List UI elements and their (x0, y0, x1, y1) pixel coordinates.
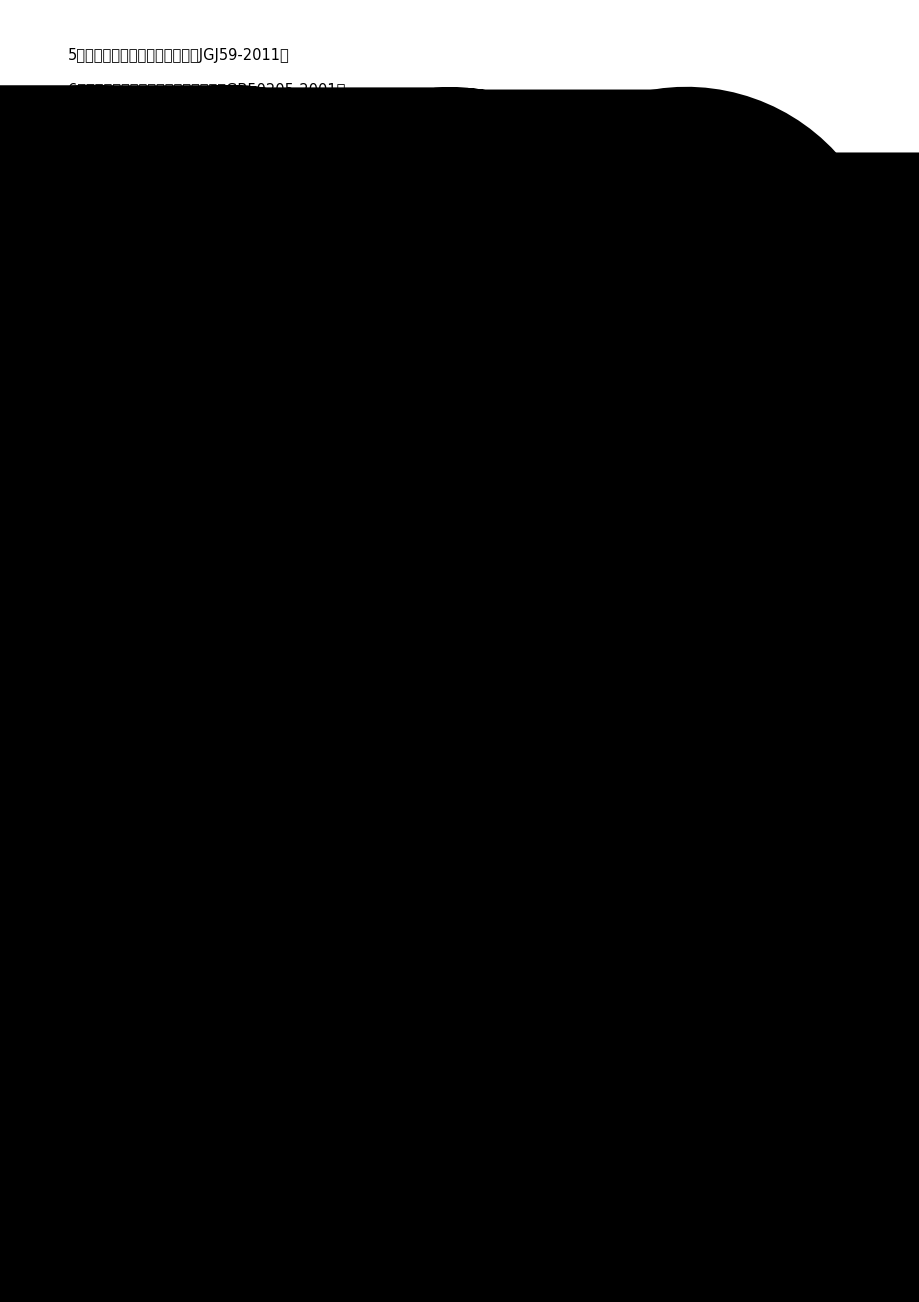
Text: 不
同
意: 不 同 意 (220, 805, 228, 848)
Text: 监  理: 监 理 (357, 953, 383, 969)
Text: 市安监站: 市安监站 (598, 1029, 633, 1043)
Bar (108, 355, 198, 393)
Text: （2）存在不安全因素、事故苗子、违规与不文明施工现象的处理程序: （2）存在不安全因素、事故苗子、违规与不文明施工现象的处理程序 (60, 445, 332, 460)
Text: 现场踏勘: 现场踏勘 (587, 491, 622, 506)
Bar (95, 478, 191, 519)
Text: 不同意: 不同意 (262, 215, 286, 228)
Text: 下
达
工
程
暂
停
令: 下 达 工 程 暂 停 令 (119, 529, 127, 631)
Text: 继续施工: 继续施工 (352, 1048, 387, 1064)
Text: 监  理: 监 理 (384, 279, 411, 293)
Text: 督促落实整改措施: 督促落实整改措施 (614, 589, 678, 602)
Bar (42, 671, 131, 713)
Text: 施工总包项目经理: 施工总包项目经理 (340, 685, 407, 699)
Text: 同意: 同意 (265, 296, 280, 309)
Text: 申报: 申报 (265, 263, 280, 276)
Text: 总  监: 总 监 (130, 491, 156, 506)
Bar (300, 583, 448, 621)
Bar (544, 266, 641, 307)
Text: （1）申报程序: （1）申报程序 (80, 186, 142, 201)
Bar (314, 771, 425, 811)
Bar (555, 478, 653, 519)
Text: 建 设 方: 建 设 方 (69, 685, 105, 699)
Text: 6、《钢结构工程施工质量验收规范》（GB50205-2001）: 6、《钢结构工程施工质量验收规范》（GB50205-2001） (68, 82, 345, 98)
Text: 对违规施工及存在隐患的，指出并: 对违规施工及存在隐患的，指出并 (285, 529, 404, 542)
Text: 施工总包安全负责人: 施工总包安全负责人 (337, 595, 410, 609)
Bar (314, 941, 425, 980)
Text: 整  改: 整 改 (357, 784, 383, 798)
Bar (567, 1016, 664, 1056)
Bar (95, 266, 222, 307)
Text: 7、《建筑施工悬挑式钢管脚手架安全技术规程》DGJ32/J121－2011: 7、《建筑施工悬挑式钢管脚手架安全技术规程》DGJ32/J121－2011 (62, 113, 383, 128)
Bar (300, 671, 448, 713)
Text: 报告: 报告 (563, 1019, 579, 1032)
Text: 拒不整改: 拒不整改 (683, 754, 715, 767)
Text: 建 设 方: 建 设 方 (574, 279, 610, 293)
Bar (305, 855, 435, 896)
Text: 情
况
严
重
的: 情 况 严 重 的 (106, 529, 112, 602)
Text: 实  施: 实 施 (140, 366, 166, 381)
Text: 发出整改指令: 发出整改指令 (285, 546, 333, 559)
Text: 安全监理人员: 安全监理人员 (346, 491, 399, 506)
Text: 同意: 同意 (376, 987, 391, 1000)
Text: 施工总包方: 施工总包方 (137, 279, 181, 293)
Bar (308, 478, 437, 519)
Text: 报告: 报告 (227, 462, 244, 475)
Text: 四、监理工作流程：: 四、监理工作流程： (44, 151, 145, 171)
Text: 报告: 报告 (196, 654, 211, 667)
Bar (314, 1036, 425, 1075)
Text: 5、《建筑施工安全检查标准》（JGJ59-2011）: 5、《建筑施工安全检查标准》（JGJ59-2011） (68, 48, 289, 62)
Bar (349, 266, 446, 307)
Text: 总包复验合格: 总包复验合格 (344, 868, 396, 884)
